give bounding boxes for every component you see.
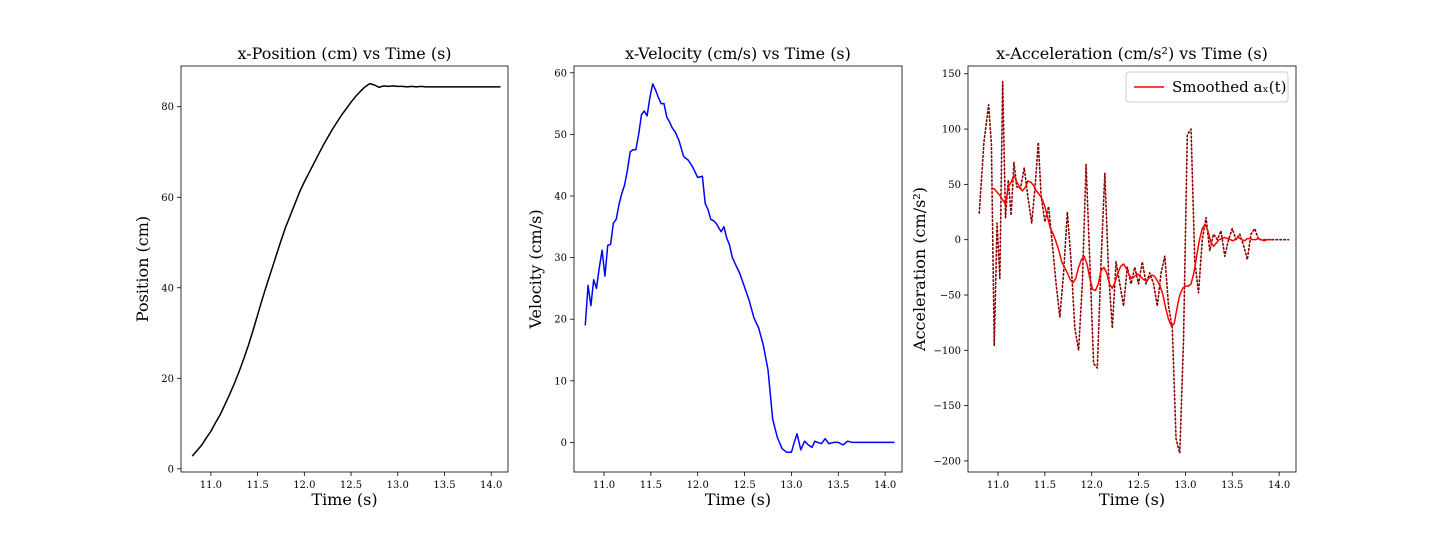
chart-title: x-Velocity (cm/s) vs Time (s) xyxy=(625,44,851,63)
x-tick-label: 11.0 xyxy=(987,480,1009,491)
y-tick-label: 40 xyxy=(554,191,567,202)
y-tick-label: −50 xyxy=(940,290,961,301)
y-tick-label: 100 xyxy=(942,125,961,136)
x-axis-label: Time (s) xyxy=(1099,490,1165,509)
legend-box xyxy=(1125,71,1289,103)
y-axis-label: Acceleration (cm/s²) xyxy=(910,187,929,352)
y-tick-label: −150 xyxy=(934,401,961,412)
subplot-1: 11.0 11.5 12.0 12.5 13.0 13.5 14.0 0 20 40 60 80 x-P… xyxy=(133,44,509,509)
x-tick-label: 11.5 xyxy=(640,480,662,491)
x-tick-label: 14.0 xyxy=(874,480,896,491)
x-tick-label: 13.5 xyxy=(827,480,849,491)
series-line-1 xyxy=(191,82,501,457)
x-tick-label: 13.5 xyxy=(433,480,455,491)
x-tick-label: 12.0 xyxy=(687,480,709,491)
chart-title: x-Acceleration (cm/s²) vs Time (s) xyxy=(996,44,1268,63)
x-axis-label: Time (s) xyxy=(311,490,377,509)
series-line-1 xyxy=(978,80,1290,454)
series-line-1 xyxy=(584,83,895,454)
x-tick-label: 13.0 xyxy=(387,480,409,491)
y-tick-label: −100 xyxy=(934,346,961,357)
x-tick-label: 13.0 xyxy=(1174,480,1196,491)
y-tick-label: 20 xyxy=(161,374,174,385)
y-tick-label: 20 xyxy=(554,315,567,326)
y-tick-label: 0 xyxy=(561,438,567,449)
x-tick-label: 12.0 xyxy=(293,480,315,491)
y-tick-label: 10 xyxy=(554,376,567,387)
x-tick-label: 14.0 xyxy=(480,480,502,491)
chart-title: x-Position (cm) vs Time (s) xyxy=(237,44,451,63)
x-tick-label: 11.0 xyxy=(593,480,615,491)
series-line-2 xyxy=(991,174,1273,327)
y-tick-label: 60 xyxy=(161,193,174,204)
y-axis-label: Velocity (cm/s) xyxy=(526,209,545,329)
y-tick-label: 60 xyxy=(554,68,567,79)
y-tick-label: 0 xyxy=(955,235,961,246)
y-axis-label: Position (cm) xyxy=(133,216,152,322)
x-tick-label: 12.0 xyxy=(1081,480,1103,491)
subplot-3: 11.0 11.5 12.0 12.5 13.0 13.5 14.0 −200 −150 −100… xyxy=(910,44,1297,509)
legend: Smoothed aₓ(t) xyxy=(1125,71,1289,103)
x-tick-label: 13.5 xyxy=(1221,480,1243,491)
axes-frame xyxy=(573,65,903,473)
y-tick-label: 40 xyxy=(161,283,174,294)
axes-frame xyxy=(180,65,509,473)
y-tick-label: 80 xyxy=(161,102,174,113)
subplot-2: 11.0 11.5 12.0 12.5 13.0 13.5 14.0 0 10 20 30 40 50 6… xyxy=(526,44,903,509)
x-tick-label: 13.0 xyxy=(780,480,802,491)
y-tick-label: 50 xyxy=(554,130,567,141)
x-tick-label: 12.5 xyxy=(733,480,755,491)
legend-label: Smoothed aₓ(t) xyxy=(1172,78,1287,96)
x-axis-label: Time (s) xyxy=(705,490,771,509)
x-tick-label: 14.0 xyxy=(1268,480,1290,491)
y-tick-label: 30 xyxy=(554,253,567,264)
y-tick-label: 0 xyxy=(168,464,174,475)
y-tick-label: 150 xyxy=(942,69,961,80)
x-tick-label: 11.5 xyxy=(1034,480,1056,491)
x-tick-label: 11.0 xyxy=(200,480,222,491)
y-tick-label: 50 xyxy=(948,180,961,191)
x-tick-label: 12.5 xyxy=(1127,480,1149,491)
axes-frame xyxy=(967,65,1297,473)
y-tick-label: −200 xyxy=(934,456,961,467)
x-tick-label: 11.5 xyxy=(246,480,268,491)
x-tick-label: 12.5 xyxy=(340,480,362,491)
